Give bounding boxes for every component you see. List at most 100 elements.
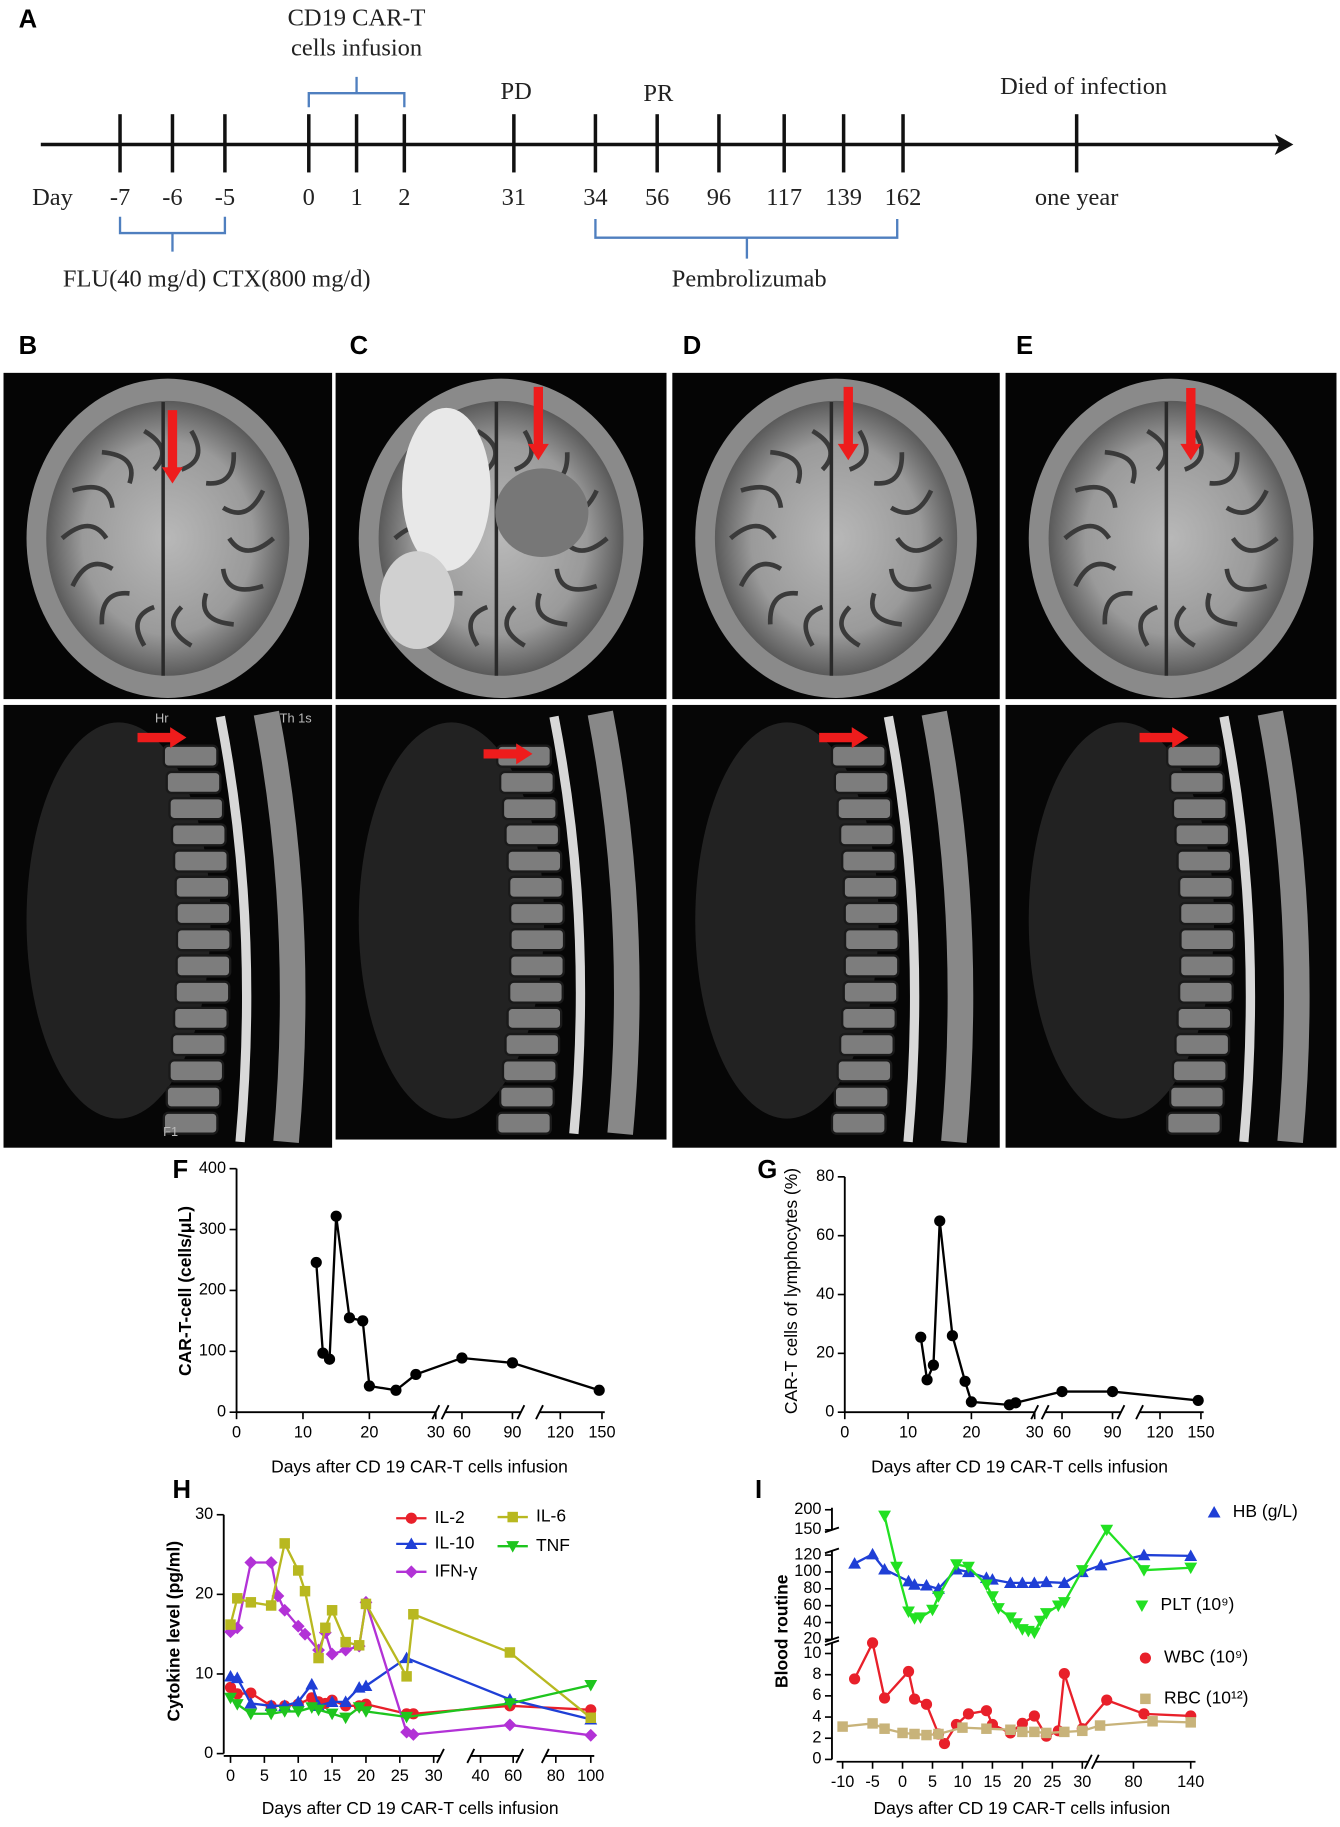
x-tick-label: 150 [588, 1423, 615, 1441]
y-tick-label: 4 [812, 1707, 821, 1725]
y-tick-label: 20 [816, 1344, 834, 1362]
data-point [927, 1359, 940, 1371]
x-tick-label: 40 [471, 1767, 489, 1785]
conditioning-label: FLU(40 mg/d) CTX(800 mg/d) [63, 265, 371, 292]
sulcus [1209, 452, 1240, 486]
x-tick-label: 15 [323, 1767, 341, 1785]
sulcus [895, 536, 944, 553]
sulcus [101, 449, 134, 484]
timeline-tick-label: 31 [502, 184, 526, 211]
data-point [920, 1698, 933, 1710]
red-arrow [161, 410, 183, 484]
data-point [264, 1556, 278, 1569]
data-point [1106, 1386, 1119, 1398]
x-tick-label: 10 [899, 1423, 917, 1441]
sulcus [740, 484, 784, 509]
data-point [981, 1723, 992, 1734]
y-tick-label: 40 [816, 1285, 834, 1303]
data-point [909, 1728, 920, 1740]
y-axis-title: CAR-T-cell (cells/μL) [175, 1206, 195, 1376]
timeline-tick-label: 1 [350, 184, 362, 211]
data-point [1184, 1549, 1198, 1562]
sulcus [803, 604, 824, 647]
data-point [1056, 1386, 1068, 1398]
data-point [410, 1368, 422, 1381]
data-point [902, 1665, 915, 1678]
data-point [915, 1331, 927, 1343]
red-arrow [1180, 388, 1202, 461]
data-point [980, 1705, 993, 1717]
axis-break [824, 1639, 840, 1647]
brain [46, 400, 290, 676]
legend-marker [1140, 1693, 1151, 1705]
sulcus [513, 429, 534, 472]
data-point [957, 1722, 968, 1733]
vertebra [501, 796, 558, 821]
data-point [1010, 1397, 1022, 1409]
infusion-bracket [307, 76, 406, 108]
data-point [456, 1352, 468, 1364]
data-point [926, 1604, 939, 1617]
vertebra [496, 1111, 552, 1135]
data-point [244, 1556, 258, 1569]
sulcus [1183, 429, 1204, 472]
vertebra [508, 954, 565, 978]
data-point [1041, 1727, 1052, 1739]
data-point [1029, 1726, 1040, 1738]
x-tick-label: 60 [1053, 1423, 1071, 1441]
y-tick-label: 2 [812, 1729, 821, 1747]
vertebra [833, 1085, 890, 1109]
sulcus [170, 605, 193, 648]
legend-marker [507, 1511, 518, 1523]
axis-break [1116, 1404, 1126, 1420]
y-tick-label: 200 [794, 1500, 821, 1518]
data-point [992, 1603, 1005, 1615]
sulcus [202, 592, 234, 627]
data-point [230, 1671, 244, 1684]
sulcus [205, 452, 237, 486]
sulcus [1225, 489, 1269, 515]
x-tick-label: 100 [577, 1767, 604, 1785]
legend-label: IFN-γ [435, 1560, 478, 1580]
data-point [325, 1708, 339, 1721]
y-tick-label: 200 [199, 1281, 226, 1299]
vertebra [170, 823, 227, 847]
data-point [343, 1312, 356, 1324]
soft-tissue [358, 722, 545, 1119]
data-point [1027, 1576, 1041, 1589]
sulcus [1138, 604, 1159, 647]
data-point [593, 1384, 605, 1396]
legend-marker [1207, 1505, 1221, 1518]
data-point [908, 1578, 921, 1590]
sulcus [1074, 484, 1118, 509]
sulcus [99, 590, 130, 625]
x-tick-label: 10 [953, 1773, 971, 1791]
data-point [244, 1697, 258, 1709]
sulcus [848, 429, 869, 472]
vertebra [162, 744, 219, 768]
timeline-tick-label: one year [1035, 184, 1119, 211]
data-point [878, 1510, 891, 1523]
series-line [315, 1216, 600, 1392]
data-point [1057, 1597, 1071, 1609]
x-axis-title: Days after CD 19 CAR-T cells infusion [262, 1798, 559, 1818]
vertebra [1176, 1006, 1233, 1031]
data-point [584, 1728, 598, 1742]
soft-tissue [26, 722, 211, 1119]
legend-label: HB (g/L) [1233, 1501, 1298, 1521]
x-tick-label: 10 [294, 1423, 312, 1441]
lesion [495, 468, 589, 557]
vertebra [175, 954, 232, 978]
axis-break [1135, 1404, 1144, 1420]
data-point [1192, 1394, 1204, 1407]
data-point [1137, 1548, 1151, 1561]
vertebra [165, 770, 222, 795]
data-point [298, 1627, 312, 1641]
vertebra [1177, 980, 1234, 1004]
conditioning-bracket [118, 216, 227, 252]
x-tick-label: 60 [504, 1767, 522, 1785]
data-point [921, 1374, 933, 1386]
back [587, 710, 640, 1135]
vertebra [1174, 1032, 1231, 1057]
sulcus [60, 523, 109, 541]
